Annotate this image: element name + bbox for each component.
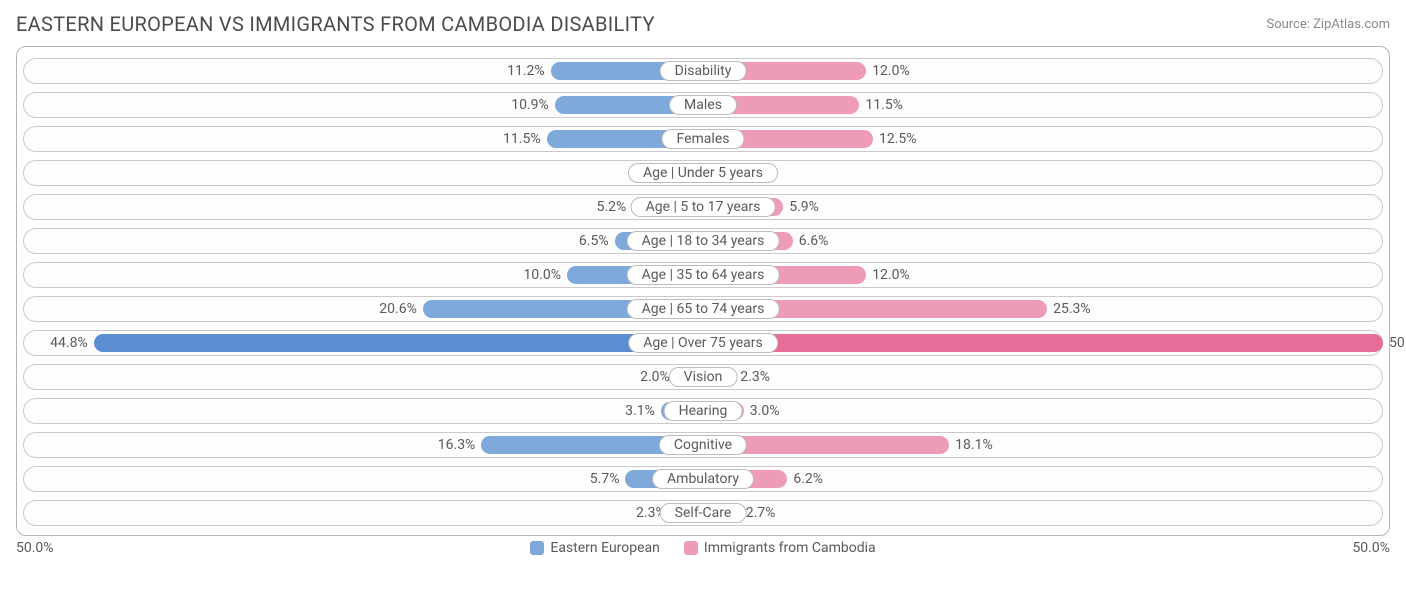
value-label-left: 2.0%: [640, 364, 670, 390]
legend-label-left: Eastern European: [550, 540, 660, 556]
row-right-half: 2.3%: [703, 364, 1383, 390]
legend-item-left: Eastern European: [530, 540, 660, 556]
chart-row: 6.5% 6.6% Age | 18 to 34 years: [17, 225, 1389, 257]
axis-left-max: 50.0%: [16, 540, 54, 556]
category-label: Disability: [660, 61, 747, 81]
value-label-right: 6.2%: [793, 466, 823, 492]
value-label-left: 10.9%: [511, 92, 549, 118]
category-label: Age | Over 75 years: [628, 333, 778, 353]
value-label-left: 44.8%: [50, 330, 88, 356]
chart-footer: 50.0% Eastern European Immigrants from C…: [16, 540, 1390, 556]
chart-source: Source: ZipAtlas.com: [1266, 17, 1390, 32]
legend-label-right: Immigrants from Cambodia: [704, 540, 876, 556]
chart-row: 20.6% 25.3% Age | 65 to 74 years: [17, 293, 1389, 325]
row-left-half: 5.7%: [23, 466, 703, 492]
chart-row: 5.2% 5.9% Age | 5 to 17 years: [17, 191, 1389, 223]
legend: Eastern European Immigrants from Cambodi…: [54, 540, 1353, 556]
row-right-half: 25.3%: [703, 296, 1383, 322]
axis-right-max: 50.0%: [1352, 540, 1390, 556]
value-label-right: 5.9%: [789, 194, 819, 220]
legend-item-right: Immigrants from Cambodia: [684, 540, 876, 556]
row-right-half: 12.0%: [703, 262, 1383, 288]
chart-row: 2.0% 2.3%Vision: [17, 361, 1389, 393]
row-right-half: 11.5%: [703, 92, 1383, 118]
row-right-half: 1.2%: [703, 160, 1383, 186]
value-label-right: 6.6%: [799, 228, 829, 254]
chart-row: 5.7% 6.2% Ambulatory: [17, 463, 1389, 495]
value-label-left: 5.2%: [597, 194, 627, 220]
row-right-half: 18.1%: [703, 432, 1383, 458]
row-right-half: 3.0%: [703, 398, 1383, 424]
chart-panel: 11.2% 12.0% Disability 10.9% 11.5% Males 11.5%…: [16, 46, 1390, 536]
category-label: Age | 65 to 74 years: [627, 299, 780, 319]
chart-row: 3.1% 3.0% Hearing: [17, 395, 1389, 427]
row-right-half: 50.0%: [703, 330, 1383, 356]
bar-left: [94, 334, 703, 352]
value-label-left: 3.1%: [625, 398, 655, 424]
chart-row: 44.8% 50.0%Age | Over 75 years: [17, 327, 1389, 359]
category-label: Hearing: [664, 401, 743, 421]
chart-row: 16.3% 18.1% Cognitive: [17, 429, 1389, 461]
category-label: Age | 18 to 34 years: [627, 231, 780, 251]
chart-row: 10.9% 11.5% Males: [17, 89, 1389, 121]
value-label-right: 12.0%: [872, 262, 910, 288]
value-label-left: 11.5%: [503, 126, 541, 152]
row-left-half: 6.5%: [23, 228, 703, 254]
row-left-half: 44.8%: [23, 330, 703, 356]
legend-swatch-right: [684, 541, 698, 555]
row-right-half: 6.2%: [703, 466, 1383, 492]
chart-header: EASTERN EUROPEAN VS IMMIGRANTS FROM CAMB…: [16, 12, 1390, 36]
row-right-half: 6.6%: [703, 228, 1383, 254]
category-label: Self-Care: [660, 503, 747, 523]
value-label-right: 25.3%: [1053, 296, 1091, 322]
row-left-half: 5.2%: [23, 194, 703, 220]
row-left-half: 3.1%: [23, 398, 703, 424]
value-label-right: 2.3%: [740, 364, 770, 390]
category-label: Cognitive: [659, 435, 747, 455]
value-label-right: 18.1%: [955, 432, 993, 458]
chart-row: 11.5% 12.5% Females: [17, 123, 1389, 155]
row-left-half: 2.3%: [23, 500, 703, 526]
value-label-left: 10.0%: [523, 262, 561, 288]
chart-title: EASTERN EUROPEAN VS IMMIGRANTS FROM CAMB…: [16, 12, 655, 36]
bar-right: [703, 334, 1383, 352]
category-label: Females: [662, 129, 745, 149]
row-left-half: 10.9%: [23, 92, 703, 118]
category-label: Males: [669, 95, 737, 115]
row-left-half: 16.3%: [23, 432, 703, 458]
chart-row: 11.2% 12.0% Disability: [17, 55, 1389, 87]
category-label: Age | 5 to 17 years: [631, 197, 776, 217]
value-label-right: 2.7%: [746, 500, 776, 526]
legend-swatch-left: [530, 541, 544, 555]
value-label-left: 11.2%: [507, 58, 545, 84]
row-right-half: 5.9%: [703, 194, 1383, 220]
category-label: Age | 35 to 64 years: [627, 265, 780, 285]
value-label-left: 20.6%: [379, 296, 417, 322]
category-label: Age | Under 5 years: [628, 163, 778, 183]
row-left-half: 11.2%: [23, 58, 703, 84]
row-left-half: 10.0%: [23, 262, 703, 288]
row-left-half: 11.5%: [23, 126, 703, 152]
chart-row: 1.4%1.2%Age | Under 5 years: [17, 157, 1389, 189]
chart-row: 10.0% 12.0% Age | 35 to 64 years: [17, 259, 1389, 291]
row-right-half: 12.0%: [703, 58, 1383, 84]
value-label-right: 12.0%: [872, 58, 910, 84]
chart-row: 2.3% 2.7%Self-Care: [17, 497, 1389, 529]
category-label: Ambulatory: [652, 469, 754, 489]
row-left-half: 2.0%: [23, 364, 703, 390]
value-label-left: 16.3%: [438, 432, 476, 458]
row-left-half: 20.6%: [23, 296, 703, 322]
category-label: Vision: [669, 367, 738, 387]
value-label-left: 5.7%: [590, 466, 620, 492]
value-label-right: 12.5%: [879, 126, 917, 152]
row-right-half: 12.5%: [703, 126, 1383, 152]
value-label-right: 11.5%: [865, 92, 903, 118]
value-label-right: 50.0%: [1389, 330, 1406, 356]
value-label-right: 3.0%: [750, 398, 780, 424]
value-label-left: 6.5%: [579, 228, 609, 254]
row-left-half: 1.4%: [23, 160, 703, 186]
row-right-half: 2.7%: [703, 500, 1383, 526]
